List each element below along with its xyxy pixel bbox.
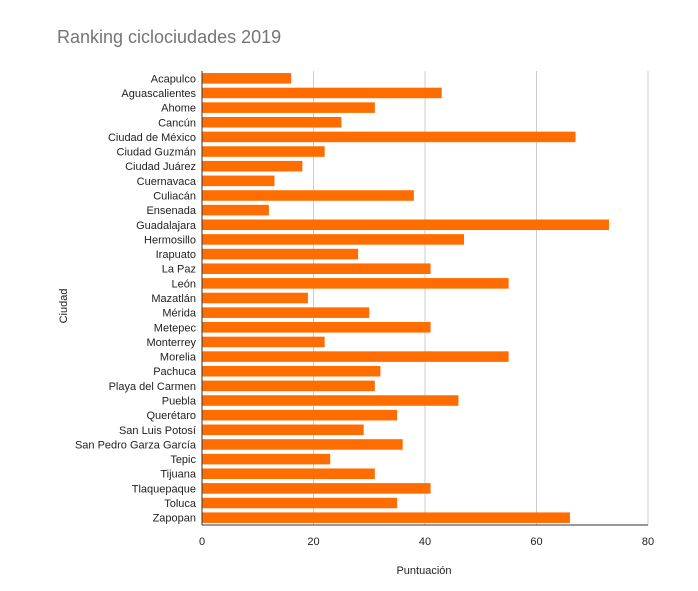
y-tick-label: Mazatlán [151,293,196,305]
bar[interactable] [202,131,576,143]
bar[interactable] [202,512,570,523]
y-axis-title: Ciudad [58,289,70,324]
y-tick-label: Ensenada [146,205,196,217]
bar[interactable] [202,190,414,201]
y-tick-label: Cuernavaca [137,176,197,188]
x-tick-label: 0 [199,536,205,548]
x-axis-title: Puntuación [396,565,451,577]
x-tick-label: 80 [642,536,654,548]
bar[interactable] [202,73,292,84]
y-tick-label: Querétaro [146,410,196,422]
chart-title: Ranking ciclociudades 2019 [57,27,282,47]
y-tick-label: Aguascalientes [121,88,196,100]
bar[interactable] [202,116,342,128]
y-tick-label: Ciudad Guzmán [117,147,197,159]
bar[interactable] [202,234,465,245]
y-tick-label: Playa del Carmen [109,381,196,393]
y-tick-label: Hermosillo [144,234,196,246]
y-tick-label: Puebla [162,396,197,408]
y-tick-label: Acapulco [151,73,196,85]
bar[interactable] [202,219,609,231]
y-tick-label: León [172,278,196,290]
bar[interactable] [202,380,375,392]
y-tick-label: Zapopan [153,513,196,525]
y-tick-label: Morelia [160,352,197,364]
bar[interactable] [202,248,359,260]
bar[interactable] [202,395,459,406]
y-tick-label: Metepec [154,322,197,334]
bar[interactable] [202,322,431,333]
bar[interactable] [202,278,509,289]
bar[interactable] [202,307,370,318]
bar[interactable] [202,409,398,421]
y-tick-label: Ciudad de México [108,132,196,144]
bar[interactable] [202,292,308,304]
bar[interactable] [202,483,431,494]
y-tick-label: San Pedro Garza García [75,439,197,451]
y-tick-label: Guadalajara [136,220,197,232]
y-tick-label: Tlaquepaque [132,483,196,495]
y-tick-label: Tijuana [160,469,197,481]
bar[interactable] [202,497,398,509]
y-tick-label: Pachuca [153,366,197,378]
bar[interactable] [202,439,403,450]
x-tick-label: 40 [419,536,431,548]
y-tick-label: San Luis Potosí [119,425,196,437]
y-tick-label: Ahome [161,103,196,115]
y-tick-label: Mérida [162,308,197,320]
bar[interactable] [202,263,431,274]
bar[interactable] [202,175,275,187]
bar[interactable] [202,102,375,113]
bar[interactable] [202,146,325,157]
bar[interactable] [202,468,375,480]
y-tick-label: Culiacán [153,190,196,202]
bar[interactable] [202,160,303,172]
bar[interactable] [202,424,364,436]
y-tick-label: Irapuato [156,249,196,261]
x-tick-label: 20 [307,536,319,548]
bar[interactable] [202,351,509,362]
bar[interactable] [202,204,269,216]
bar[interactable] [202,365,381,377]
y-tick-label: Ciudad Juárez [125,161,196,173]
bar[interactable] [202,336,325,348]
bar[interactable] [202,453,331,465]
y-tick-label: Toluca [164,498,197,510]
y-tick-label: Monterrey [146,337,196,349]
bar[interactable] [202,87,442,99]
y-tick-label: Tepic [170,454,196,466]
x-tick-label: 60 [530,536,542,548]
y-tick-label: La Paz [162,264,196,276]
y-tick-label: Cancún [158,117,196,129]
